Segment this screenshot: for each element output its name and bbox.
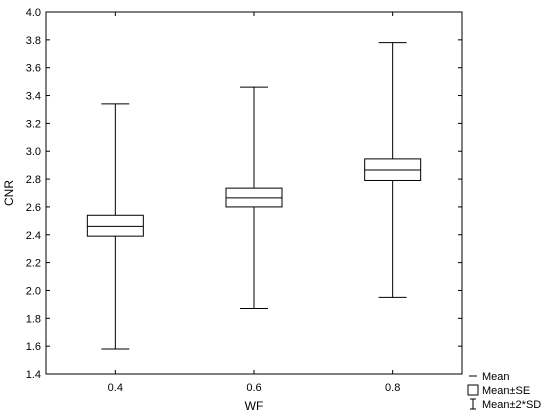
y-tick-label: 3.4 [26, 91, 41, 103]
legend-se-icon [467, 384, 479, 396]
y-tick-label: 1.8 [26, 313, 41, 325]
box-0.4 [86, 103, 144, 350]
y-tick-label: 3.8 [26, 35, 41, 47]
y-tick-label: 2.0 [26, 285, 41, 297]
x-tick-label: 0.8 [385, 382, 400, 394]
legend-sd-label: Mean±2*SD [482, 399, 541, 411]
x-axis: 0.4 0.6 0.8 [108, 12, 400, 394]
legend-se-label: Mean±SE [482, 385, 530, 397]
box-0.6 [225, 86, 283, 310]
y-tick-label: 4.0 [26, 7, 41, 19]
y-tick-label: 2.8 [26, 174, 41, 186]
legend-mean-label: Mean [482, 371, 510, 383]
x-axis-label: WF [245, 399, 264, 413]
se-box [86, 214, 144, 237]
x-tick-label: 0.6 [246, 382, 261, 394]
legend: Mean Mean±SE Mean±2*SD [467, 371, 541, 411]
x-tick-label: 0.4 [108, 382, 123, 394]
y-axis: 1.4 1.6 1.8 2.0 2.2 2.4 2.6 2.8 3.0 3.2 3.4 3.6 3.8 4… [26, 7, 462, 381]
y-tick-label: 2.6 [26, 202, 41, 214]
y-tick-label: 1.4 [26, 369, 41, 381]
y-tick-label: 3.2 [26, 118, 41, 130]
y-tick-label: 3.6 [26, 63, 41, 75]
boxes-group [86, 42, 422, 350]
y-axis-label: CNR [2, 180, 16, 206]
y-tick-label: 2.2 [26, 258, 41, 270]
y-tick-label: 1.6 [26, 341, 41, 353]
y-tick-label: 2.4 [26, 230, 41, 242]
box-0.8 [364, 42, 422, 298]
legend-sd-icon [470, 398, 476, 410]
y-tick-label: 3.0 [26, 146, 41, 158]
